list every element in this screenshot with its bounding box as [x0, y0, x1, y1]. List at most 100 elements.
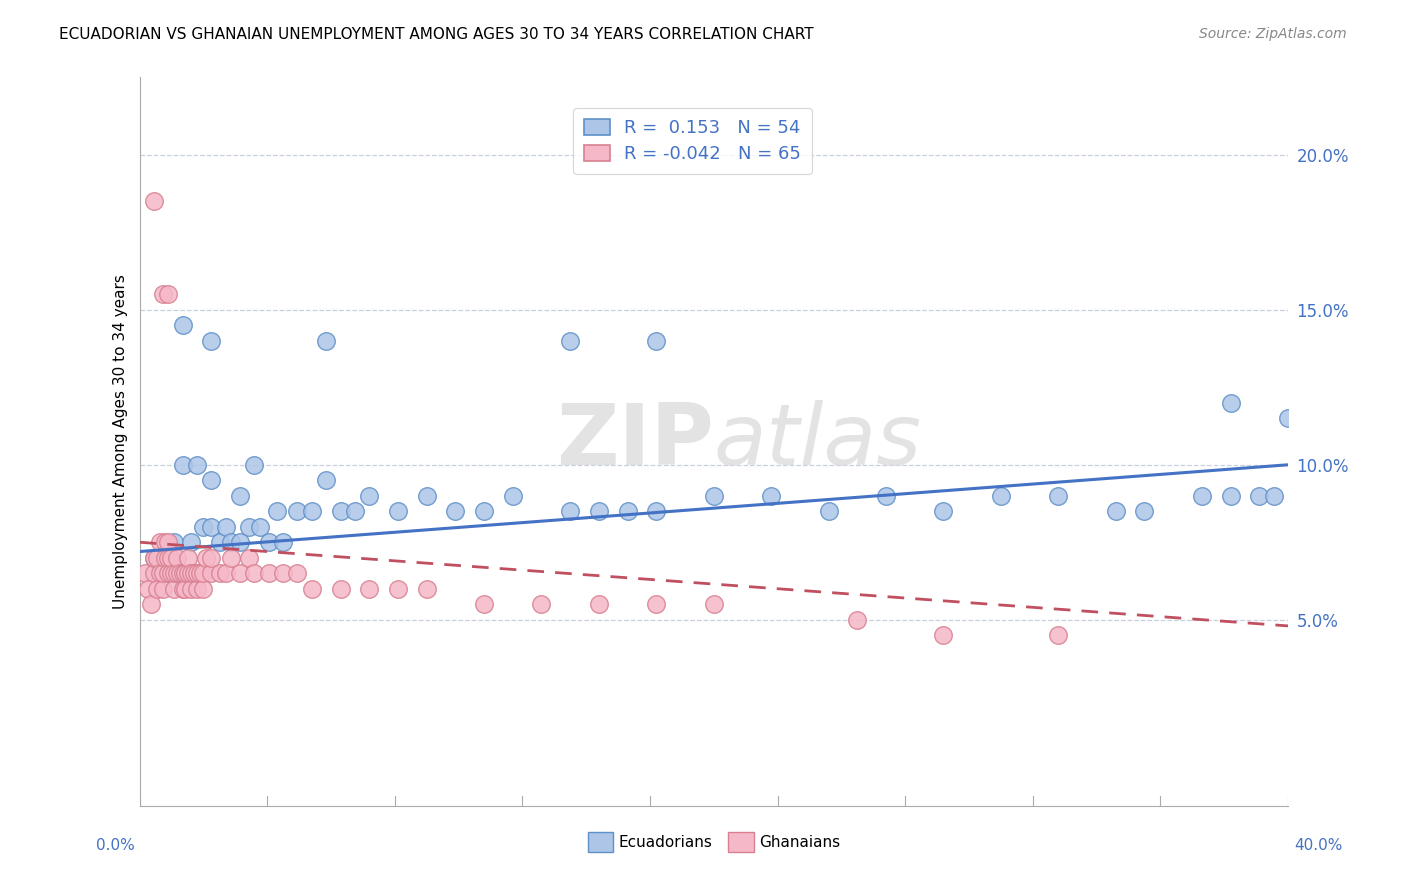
Point	[145, 582, 167, 596]
Point	[271, 566, 294, 581]
Point	[1105, 504, 1128, 518]
Point	[1277, 411, 1299, 425]
Point	[155, 550, 177, 565]
Point	[174, 582, 197, 596]
Point	[163, 535, 186, 549]
Point	[616, 504, 638, 518]
Point	[271, 535, 294, 549]
Point	[444, 504, 467, 518]
Point	[163, 566, 186, 581]
Point	[846, 613, 869, 627]
Point	[191, 582, 214, 596]
Point	[174, 566, 197, 581]
Point	[142, 194, 165, 209]
Point	[1249, 489, 1271, 503]
Point	[329, 582, 352, 596]
Text: Source: ZipAtlas.com: Source: ZipAtlas.com	[1199, 27, 1347, 41]
Point	[177, 550, 200, 565]
Point	[387, 582, 409, 596]
Point	[169, 566, 191, 581]
Point	[200, 520, 222, 534]
Point	[359, 489, 381, 503]
Point	[359, 582, 381, 596]
Point	[180, 582, 202, 596]
Point	[186, 566, 208, 581]
Point	[287, 566, 309, 581]
Point	[160, 550, 183, 565]
Point	[215, 520, 238, 534]
Point	[257, 535, 280, 549]
Point	[238, 550, 260, 565]
Point	[1219, 396, 1241, 410]
Point	[932, 504, 955, 518]
Point	[149, 566, 172, 581]
Point	[387, 504, 409, 518]
Point	[301, 582, 323, 596]
Point	[172, 582, 194, 596]
Point	[191, 520, 214, 534]
Point	[149, 535, 172, 549]
Text: atlas: atlas	[714, 400, 922, 483]
Point	[134, 566, 156, 581]
Point	[645, 334, 668, 348]
Point	[645, 504, 668, 518]
Point	[136, 582, 159, 596]
Point	[287, 504, 309, 518]
Y-axis label: Unemployment Among Ages 30 to 34 years: Unemployment Among Ages 30 to 34 years	[114, 274, 128, 609]
Legend: R =  0.153   N = 54, R = -0.042   N = 65: R = 0.153 N = 54, R = -0.042 N = 65	[574, 108, 811, 174]
Text: Ecuadorians: Ecuadorians	[619, 836, 713, 850]
Point	[142, 550, 165, 565]
Point	[990, 489, 1012, 503]
Point	[472, 504, 495, 518]
Point	[152, 566, 174, 581]
Point	[215, 566, 238, 581]
Point	[229, 535, 252, 549]
Point	[249, 520, 271, 534]
Point	[703, 597, 725, 611]
Text: ZIP: ZIP	[555, 400, 714, 483]
Point	[343, 504, 366, 518]
Point	[257, 566, 280, 581]
Point	[932, 628, 955, 642]
Point	[200, 550, 222, 565]
Point	[145, 550, 167, 565]
Point	[703, 489, 725, 503]
Point	[301, 504, 323, 518]
Point	[329, 504, 352, 518]
Point	[817, 504, 839, 518]
Point	[266, 504, 288, 518]
Point	[1047, 489, 1070, 503]
Point	[1133, 504, 1156, 518]
Point	[186, 458, 208, 472]
Point	[180, 566, 202, 581]
Point	[166, 550, 188, 565]
Point	[200, 566, 222, 581]
Point	[160, 566, 183, 581]
Point	[560, 334, 582, 348]
Point	[229, 489, 252, 503]
Point	[588, 597, 610, 611]
Point	[163, 582, 186, 596]
Point	[200, 473, 222, 487]
Text: Ghanaians: Ghanaians	[759, 836, 841, 850]
Point	[315, 473, 337, 487]
Point	[208, 535, 231, 549]
Point	[530, 597, 553, 611]
Point	[1263, 489, 1285, 503]
Point	[172, 318, 194, 333]
Point	[221, 550, 243, 565]
Text: ECUADORIAN VS GHANAIAN UNEMPLOYMENT AMONG AGES 30 TO 34 YEARS CORRELATION CHART: ECUADORIAN VS GHANAIAN UNEMPLOYMENT AMON…	[59, 27, 814, 42]
Point	[142, 550, 165, 565]
Point	[188, 566, 211, 581]
Point	[177, 566, 200, 581]
Point	[1047, 628, 1070, 642]
Point	[166, 566, 188, 581]
Point	[502, 489, 524, 503]
Point	[186, 582, 208, 596]
Point	[1191, 489, 1213, 503]
Point	[315, 334, 337, 348]
Point	[415, 489, 437, 503]
Point	[759, 489, 782, 503]
Text: 0.0%: 0.0%	[96, 838, 135, 854]
Point	[875, 489, 897, 503]
